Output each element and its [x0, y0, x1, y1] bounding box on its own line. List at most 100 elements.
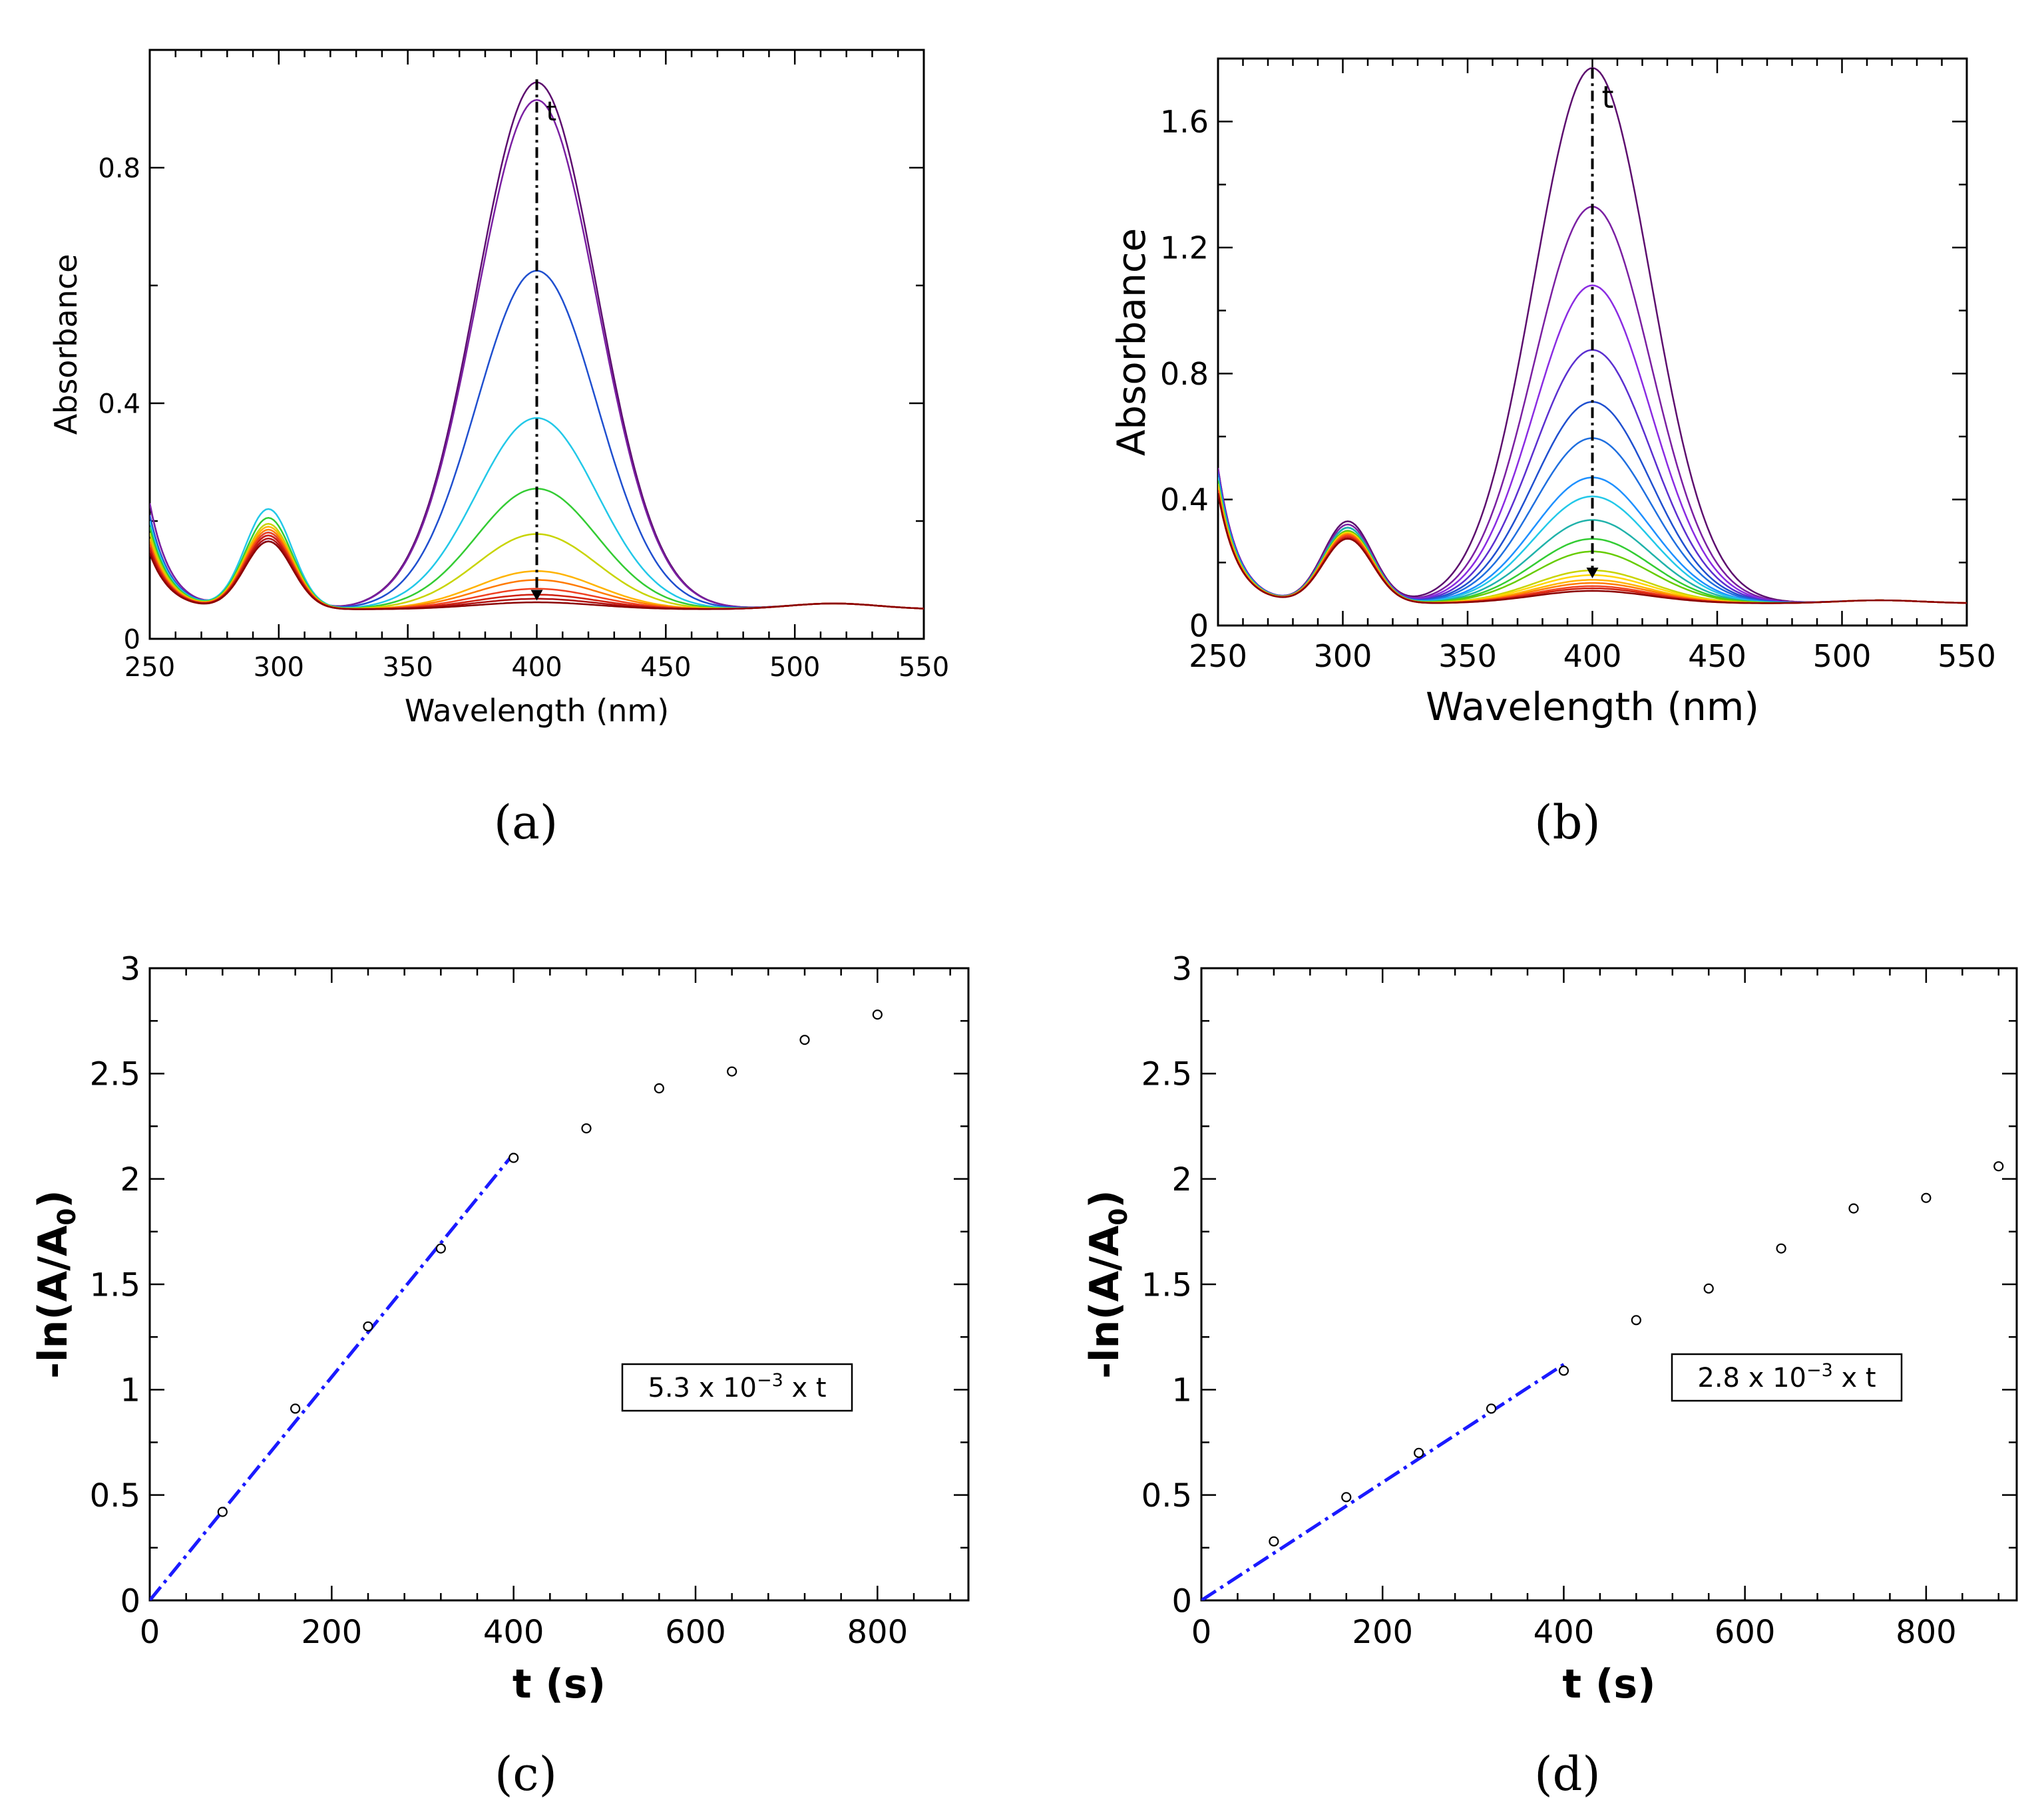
x-tick-label: 400 [1533, 1614, 1595, 1651]
x-axis-label: t (s) [512, 1661, 606, 1708]
arrow-label: t [546, 96, 557, 127]
y-tick-label: 1.2 [1160, 230, 1209, 266]
y-tick-label: 0.4 [1160, 482, 1209, 518]
x-tick-label: 800 [1896, 1614, 1957, 1651]
data-point [1269, 1536, 1279, 1546]
y-tick-label: 0 [120, 1582, 140, 1620]
y-tick-label: 2 [120, 1161, 140, 1198]
y-axis-label: -ln(A/A0) [30, 1190, 81, 1379]
x-tick-label: 0 [1191, 1614, 1212, 1651]
x-tick-label: 350 [382, 652, 433, 683]
x-tick-label: 250 [1189, 638, 1247, 674]
equation-label: 2.8 x 10−3 x t [1697, 1360, 1876, 1393]
equation-box [621, 1363, 853, 1412]
y-tick-label: 3 [120, 950, 140, 988]
data-area [1201, 1161, 2004, 1600]
y-tick-label: 1 [1171, 1372, 1192, 1409]
panel-a: 250 300 350 400 450 500 550 0 0.4 0.8 Wavelength (… [48, 49, 949, 850]
x-tick-label: 400 [511, 652, 562, 683]
x-tick-label: 400 [1563, 638, 1622, 674]
data-point [1776, 1243, 1786, 1254]
y-tick-label: 0 [124, 624, 140, 655]
x-tick-label: 350 [1438, 638, 1497, 674]
x-tick-label: 200 [1352, 1614, 1413, 1651]
y-axis-label: Absorbance [1109, 228, 1154, 456]
data-point [1341, 1492, 1352, 1503]
y-tick-label: 1.5 [90, 1266, 140, 1304]
y-axis-label: -ln(A/A0) [1082, 1190, 1133, 1379]
x-tick-label: 300 [254, 652, 304, 683]
data-area [150, 1009, 883, 1600]
y-tick-label: 2.5 [1141, 1056, 1192, 1093]
x-tick-label: 600 [665, 1614, 726, 1651]
plot-frame [148, 967, 970, 1602]
data-point [1631, 1315, 1641, 1326]
arrow-head [530, 590, 543, 601]
equation-label: 5.3 x 10−3 x t [648, 1370, 826, 1403]
data-point [1848, 1203, 1859, 1214]
panel-c: 0 200 400 600 800 0 0.5 1 1.5 2 2.5 3 t (s) -ln(A/A0)… [30, 950, 970, 1801]
arrow-label: t [1602, 79, 1614, 115]
y-tick-label: 3 [1171, 950, 1192, 988]
data-point [363, 1321, 373, 1332]
data-point [799, 1035, 810, 1045]
fit-line [1201, 1363, 1565, 1600]
x-tick-label: 250 [124, 652, 175, 683]
y-tick-label: 1.6 [1160, 104, 1209, 140]
y-tick-label: 0.8 [1160, 356, 1209, 392]
data-point [872, 1009, 883, 1020]
spectrum-line [150, 540, 924, 610]
panel-caption: (c) [495, 1747, 557, 1801]
data-point [1558, 1365, 1569, 1376]
fit-line [150, 1153, 515, 1600]
x-tick-label: 800 [847, 1614, 909, 1651]
x-tick-label: 550 [899, 652, 949, 683]
x-tick-label: 0 [140, 1614, 160, 1651]
x-tick-label: 400 [483, 1614, 544, 1651]
y-tick-label: 2.5 [90, 1056, 140, 1093]
x-tick-label: 500 [769, 652, 820, 683]
x-tick-label: 300 [1314, 638, 1372, 674]
panel-d: 0 200 400 600 800 0 0.5 1 1.5 2 2.5 3 t (s) -ln(A/A0)… [1082, 950, 2018, 1801]
data-point [1993, 1161, 2004, 1172]
y-tick-label: 0.4 [98, 389, 140, 419]
panel-b: 250 300 350 400 450 500 550 0 0.4 0.8 1.2 1.6 Wavele… [1109, 57, 1996, 850]
data-point [1486, 1403, 1497, 1414]
arrow-head [1586, 568, 1599, 578]
y-tick-label: 1.5 [1141, 1266, 1192, 1304]
data-point [509, 1153, 519, 1163]
y-tick-label: 0 [1171, 1582, 1192, 1620]
x-tick-label: 550 [1938, 638, 1996, 674]
data-point [1703, 1283, 1714, 1294]
spectrum-line [1218, 492, 1967, 604]
equation-box [1671, 1353, 1903, 1402]
y-tick-label: 1 [120, 1372, 140, 1409]
x-axis-label: Wavelength (nm) [1426, 684, 1759, 729]
plot-frame [1200, 967, 2018, 1602]
x-axis-label: t (s) [1562, 1661, 1655, 1708]
panel-caption: (b) [1534, 795, 1600, 850]
data-point [1414, 1447, 1424, 1458]
data-point [1921, 1192, 1932, 1203]
x-axis-label: Wavelength (nm) [405, 693, 669, 729]
x-tick-label: 500 [1813, 638, 1872, 674]
x-tick-label: 450 [1688, 638, 1746, 674]
x-tick-label: 450 [640, 652, 691, 683]
y-tick-label: 2 [1171, 1161, 1192, 1198]
y-axis-label: Absorbance [48, 254, 84, 435]
data-point [654, 1083, 664, 1094]
y-tick-label: 0.5 [1141, 1477, 1192, 1515]
data-point [217, 1507, 228, 1517]
panel-caption: (a) [494, 795, 558, 850]
data-point [727, 1066, 737, 1077]
data-point [290, 1403, 301, 1414]
x-tick-label: 200 [302, 1614, 363, 1651]
data-point [435, 1243, 446, 1254]
data-point [581, 1123, 592, 1134]
y-tick-label: 0.8 [98, 153, 140, 184]
x-tick-label: 600 [1715, 1614, 1776, 1651]
y-tick-label: 0 [1189, 608, 1209, 644]
y-tick-label: 0.5 [90, 1477, 140, 1515]
panel-caption: (d) [1534, 1747, 1600, 1801]
